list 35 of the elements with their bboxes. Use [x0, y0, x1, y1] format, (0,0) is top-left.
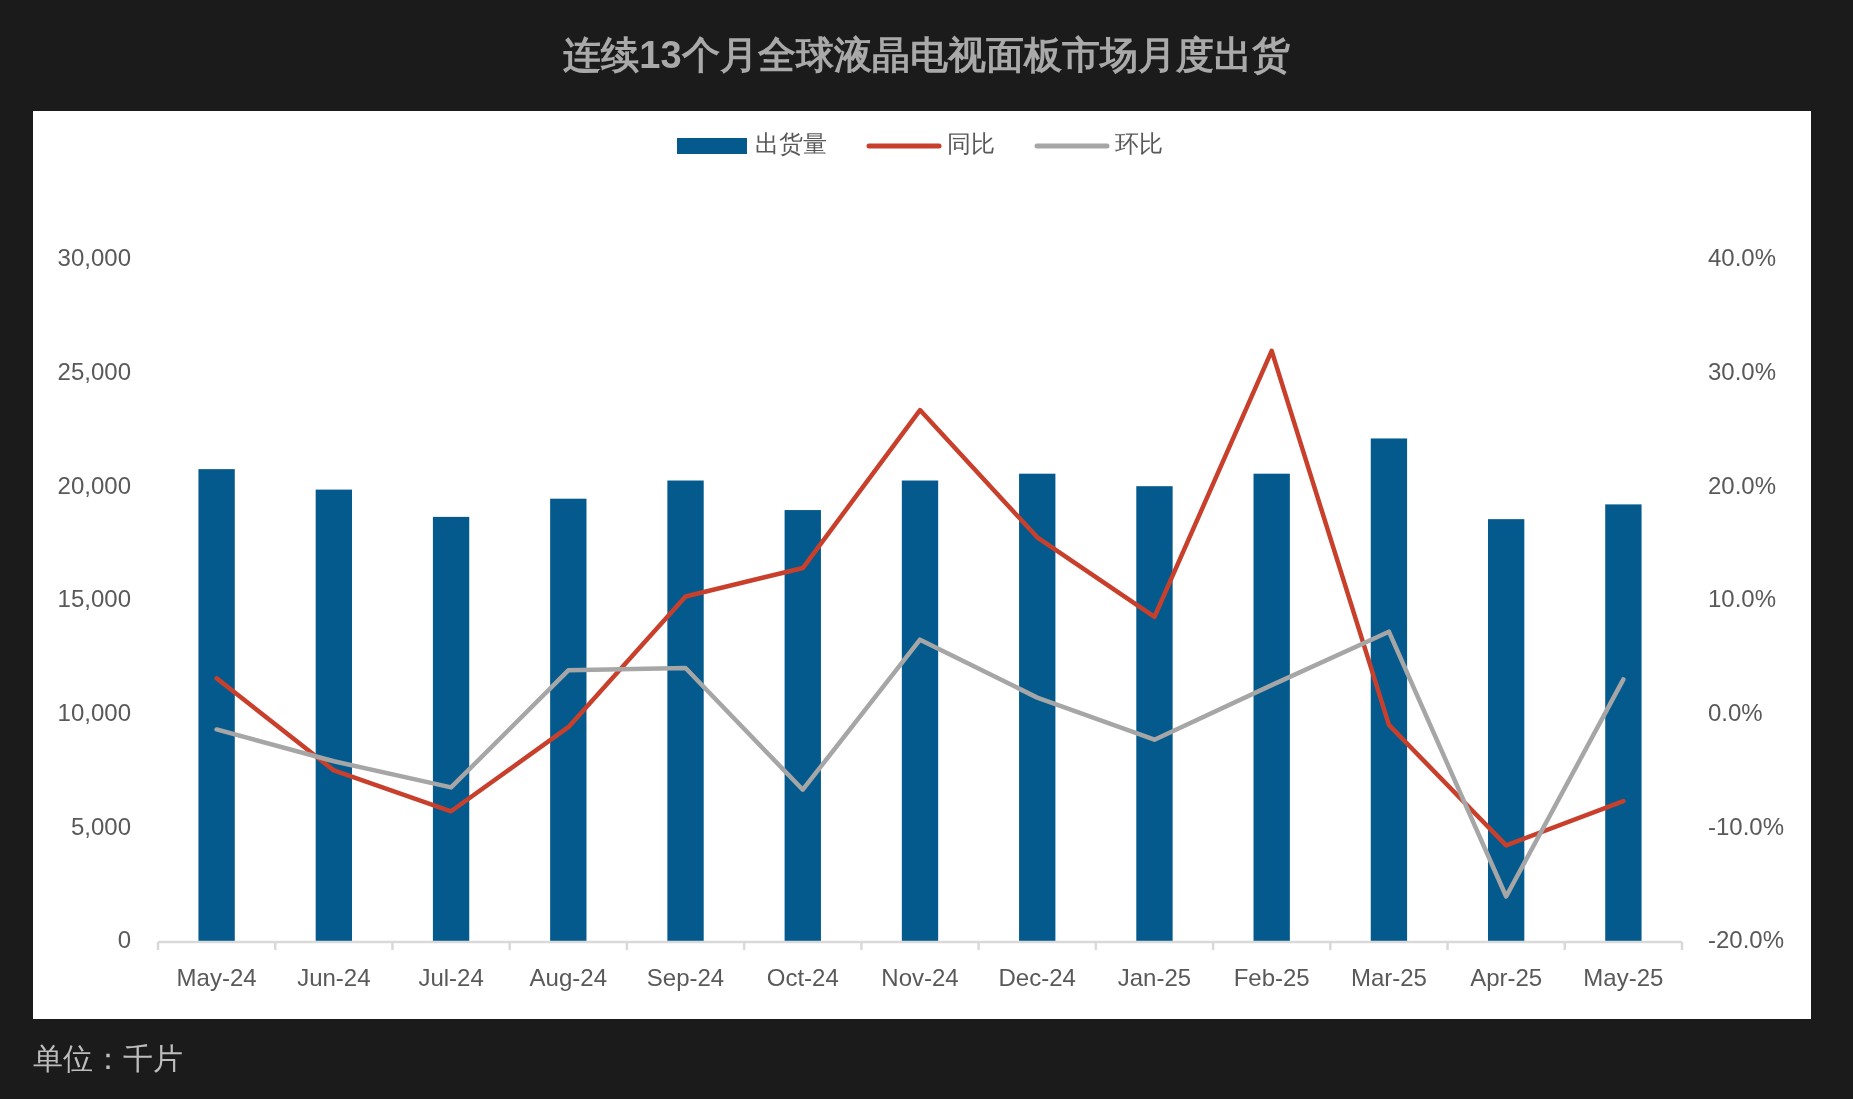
- legend-item: 环比: [1034, 130, 1163, 158]
- x-tick-label: Jul-24: [418, 964, 484, 992]
- y2-tick-label: 20.0%: [1708, 471, 1777, 499]
- x-tick-label: Dec-24: [998, 964, 1076, 992]
- x-tick-label: Aug-24: [529, 964, 607, 992]
- x-tick-label: Mar-25: [1350, 964, 1427, 992]
- x-tick-label: Jun-24: [297, 964, 371, 992]
- y2-tick-label: 0.0%: [1708, 699, 1763, 726]
- y-tick-label: 25,000: [57, 358, 131, 385]
- y-tick-label: 30,000: [57, 244, 131, 272]
- y-tick-label: 5,000: [70, 812, 131, 840]
- x-tick-label: Nov-24: [881, 964, 959, 992]
- y-tick-label: 20,000: [57, 471, 131, 499]
- x-tick-label: Jan-25: [1117, 964, 1192, 992]
- legend-item: 出货量: [677, 130, 827, 158]
- annotation: 单位：千片: [33, 1041, 183, 1075]
- legend-label: 环比: [1115, 130, 1163, 158]
- legend-label: 同比: [947, 130, 995, 158]
- x-tick-label: May-24: [176, 964, 257, 992]
- x-tick-label: Feb-25: [1233, 964, 1310, 992]
- x-tick-label: May-25: [1583, 964, 1664, 992]
- x-tick-label: Apr-25: [1470, 964, 1543, 992]
- y2-tick-label: -10.0%: [1708, 812, 1785, 840]
- legend-item: 同比: [866, 130, 995, 158]
- x-tick-label: Oct-24: [766, 964, 839, 992]
- y2-tick-label: -20.0%: [1708, 926, 1785, 954]
- y2-tick-label: 30.0%: [1708, 358, 1777, 385]
- x-tick-label: Sep-24: [646, 964, 725, 992]
- y-tick-label: 10,000: [57, 699, 131, 726]
- title: 连续13个月全球液晶电视面板市场月度出货: [563, 34, 1290, 77]
- y-tick-label: 0: [117, 926, 131, 954]
- y2-tick-label: 40.0%: [1708, 244, 1777, 272]
- y2-tick-label: 10.0%: [1708, 585, 1777, 613]
- y-tick-label: 15,000: [57, 585, 131, 613]
- legend-label: 出货量: [755, 130, 827, 158]
